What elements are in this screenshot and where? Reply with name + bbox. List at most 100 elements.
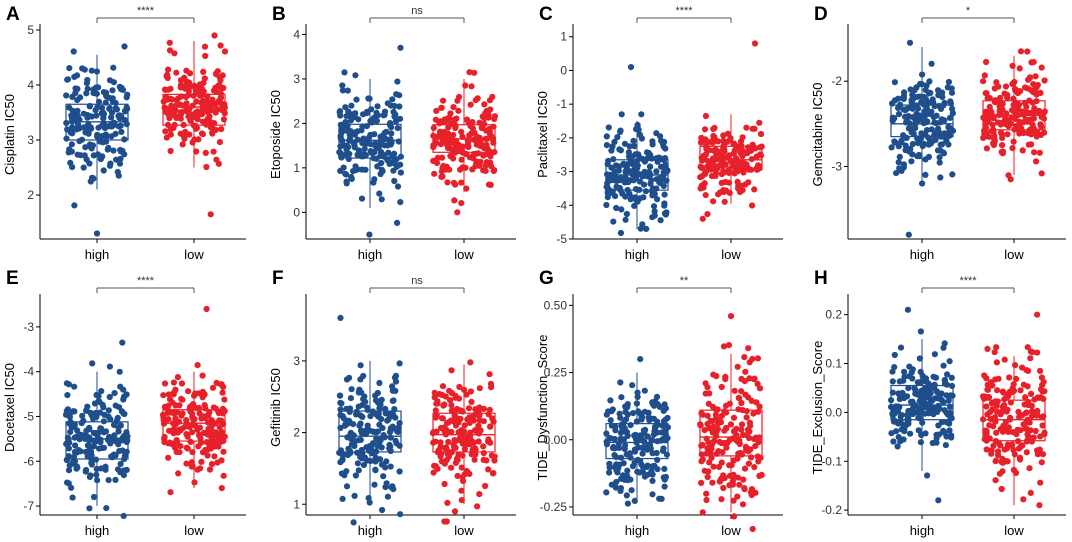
data-point bbox=[169, 399, 176, 406]
data-point bbox=[637, 457, 644, 465]
data-point bbox=[351, 142, 358, 149]
data-point bbox=[345, 151, 352, 158]
data-point bbox=[894, 408, 902, 415]
data-point bbox=[1033, 91, 1040, 98]
data-point bbox=[455, 419, 462, 426]
x-tick-label-high: high bbox=[85, 523, 110, 538]
data-point bbox=[717, 477, 724, 484]
data-point bbox=[941, 377, 949, 384]
data-point bbox=[741, 160, 748, 167]
data-point bbox=[631, 202, 638, 209]
data-point bbox=[702, 136, 709, 143]
data-point bbox=[889, 368, 896, 375]
data-point bbox=[745, 434, 753, 442]
data-point bbox=[97, 155, 104, 162]
data-point bbox=[1031, 105, 1038, 112]
data-point bbox=[471, 69, 478, 76]
data-point bbox=[214, 459, 221, 466]
data-point bbox=[336, 449, 343, 456]
data-point bbox=[709, 403, 717, 410]
data-point bbox=[749, 144, 756, 151]
data-point bbox=[118, 113, 125, 120]
data-point bbox=[104, 436, 112, 443]
data-point bbox=[697, 139, 705, 146]
data-point bbox=[657, 217, 664, 224]
data-point bbox=[610, 443, 617, 451]
data-point bbox=[917, 368, 924, 375]
data-point bbox=[103, 92, 110, 99]
data-point bbox=[397, 161, 404, 168]
y-tick-label: 1 bbox=[560, 30, 567, 44]
data-point bbox=[339, 495, 346, 502]
data-point bbox=[445, 124, 452, 131]
data-point bbox=[698, 410, 705, 417]
data-point bbox=[738, 421, 746, 428]
data-point bbox=[1024, 431, 1031, 438]
data-point bbox=[899, 95, 907, 102]
data-point bbox=[483, 159, 490, 166]
data-point bbox=[397, 44, 404, 51]
data-point bbox=[483, 457, 490, 464]
significance-bracket: **** bbox=[96, 5, 195, 23]
data-point bbox=[942, 442, 950, 449]
data-point bbox=[754, 380, 761, 387]
data-point bbox=[396, 442, 403, 449]
data-point bbox=[909, 366, 916, 373]
data-point bbox=[1029, 349, 1036, 356]
data-point bbox=[653, 176, 660, 183]
panel-c: C Paclitaxel IC50 -5 -4 -3 -2 -1 0 1 high low **** bbox=[535, 4, 783, 262]
data-point bbox=[631, 448, 639, 455]
data-point bbox=[433, 428, 440, 435]
data-point bbox=[466, 132, 473, 139]
data-point bbox=[991, 349, 998, 356]
data-point bbox=[348, 175, 355, 182]
data-point bbox=[941, 117, 948, 124]
x-tick-label-low: low bbox=[454, 247, 474, 262]
data-point bbox=[648, 468, 655, 475]
data-point bbox=[719, 153, 726, 160]
data-point bbox=[212, 108, 219, 115]
data-point bbox=[1022, 409, 1030, 417]
data-point bbox=[634, 393, 641, 401]
data-point bbox=[908, 158, 915, 165]
data-point bbox=[736, 395, 743, 402]
data-point bbox=[219, 433, 226, 440]
data-point bbox=[918, 99, 925, 106]
data-point bbox=[701, 126, 709, 133]
data-point bbox=[983, 403, 990, 410]
data-point bbox=[742, 368, 749, 375]
data-point bbox=[1034, 311, 1041, 318]
data-point bbox=[172, 107, 179, 114]
data-point bbox=[213, 70, 220, 77]
data-point bbox=[912, 386, 919, 393]
data-point bbox=[629, 382, 636, 389]
data-point bbox=[1027, 489, 1034, 496]
data-point bbox=[100, 404, 107, 411]
data-point bbox=[932, 374, 940, 381]
data-point bbox=[1028, 59, 1035, 66]
data-point bbox=[211, 453, 218, 460]
y-tick-label: 2 bbox=[293, 426, 300, 440]
data-point bbox=[187, 116, 194, 123]
data-point bbox=[347, 395, 354, 402]
data-point bbox=[112, 105, 119, 112]
data-point bbox=[720, 169, 727, 176]
data-point bbox=[1032, 73, 1039, 80]
data-point bbox=[915, 139, 922, 147]
y-axis-label: TIDE_Dysfunction_Score bbox=[535, 335, 550, 481]
data-point bbox=[476, 134, 483, 141]
y-tick-label: -4 bbox=[23, 365, 34, 379]
panel-e: E Docetaxel IC50 -7 -6 -5 -4 -3 high low **** bbox=[2, 268, 246, 538]
data-point bbox=[117, 122, 124, 129]
data-point bbox=[461, 422, 468, 429]
data-point bbox=[452, 444, 459, 451]
data-point bbox=[458, 128, 465, 135]
data-point bbox=[113, 417, 120, 425]
data-point bbox=[1002, 83, 1010, 90]
data-point bbox=[490, 167, 497, 175]
data-point bbox=[721, 146, 728, 153]
data-point bbox=[921, 410, 928, 417]
data-point bbox=[394, 78, 401, 85]
data-point bbox=[388, 484, 395, 491]
data-point bbox=[905, 385, 912, 392]
